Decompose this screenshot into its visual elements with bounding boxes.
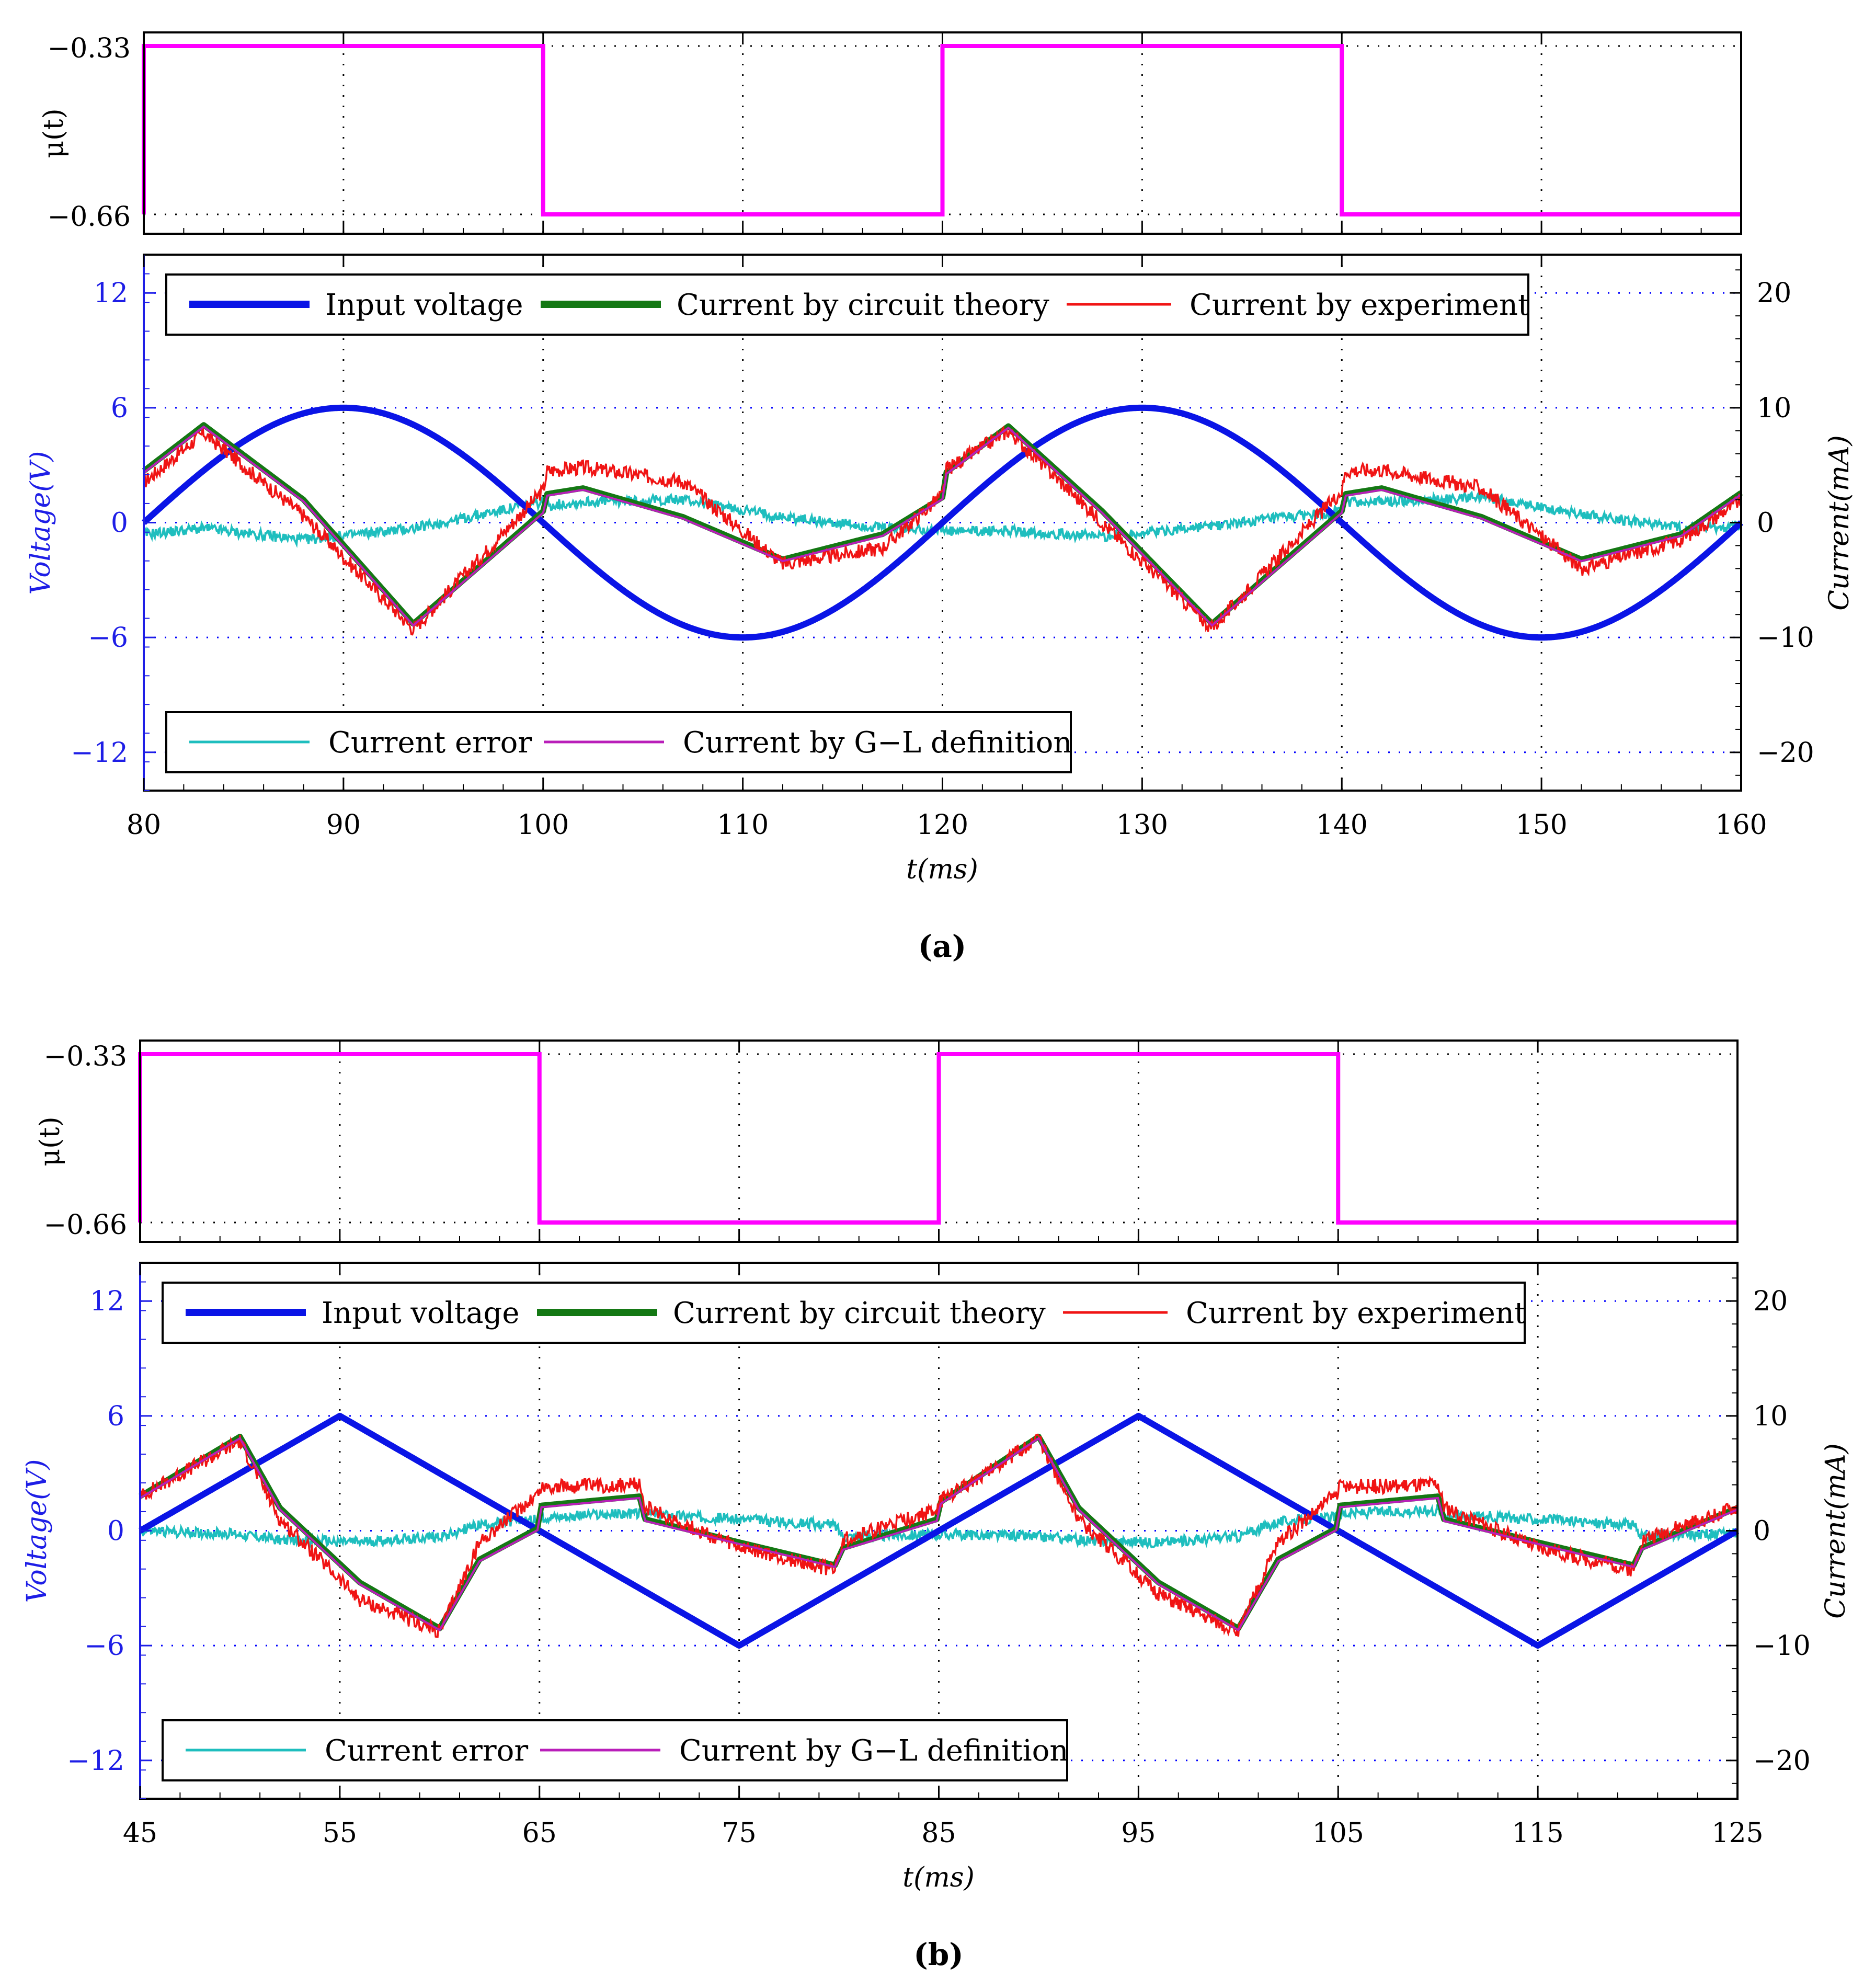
ytick-left-label-0: 12 — [94, 278, 128, 309]
ytick-left-label-3: −6 — [88, 622, 128, 654]
mu-ytick-low-b: −0.66 — [44, 1209, 127, 1241]
xtick-label-150: 150 — [1515, 809, 1567, 841]
legend-label-input-voltage-a: Input voltage — [325, 288, 523, 322]
legend-label-input-voltage-b: Input voltage — [322, 1296, 520, 1330]
ytick-left-label-2: 0 — [111, 508, 128, 539]
legend-label-error-b: Current error — [325, 1734, 528, 1768]
mu-ticks-a — [143, 32, 1742, 234]
ytick-right-label-2: 0 — [1753, 1516, 1770, 1547]
ylabel-left-a: Voltage(V) — [25, 451, 56, 595]
legend-label-circuit-theory-b: Current by circuit theory — [673, 1296, 1046, 1330]
mu-ytick-low-a: −0.66 — [48, 201, 131, 233]
mu-ylabel-b: μ(t) — [35, 1116, 66, 1166]
series-input-voltage-a — [141, 404, 1744, 641]
mu-ytick-high-b: −0.33 — [44, 1041, 127, 1072]
xtick-label-120: 120 — [917, 809, 968, 841]
ytick-left-label-1: 6 — [111, 393, 128, 424]
mu-ytick-high-a: −0.33 — [48, 33, 131, 64]
legend-label-gl-b: Current by G−L definition — [679, 1734, 1068, 1768]
legend-top-box-b — [162, 1282, 1526, 1344]
xtick-label-95: 95 — [1121, 1818, 1156, 1849]
ytick-right-label-0: 20 — [1753, 1286, 1788, 1317]
xtick-label-75: 75 — [722, 1818, 757, 1849]
mu-panel-b: −0.33 −0.66 μ(t) — [35, 1039, 1739, 1243]
series-group-b — [138, 1412, 1740, 1649]
series-gl-definition-b — [139, 1436, 1738, 1632]
ytick-left-label-1: 6 — [107, 1401, 124, 1432]
ylabel-left-b: Voltage(V) — [21, 1459, 53, 1603]
ytick-right-label-1: 10 — [1757, 393, 1791, 424]
legend-top-b: Input voltage Current by circuit theory … — [162, 1282, 1526, 1344]
mu-ticks-b — [139, 1041, 1739, 1242]
caption-a: (a) — [918, 929, 966, 964]
xtick-label-55: 55 — [323, 1818, 357, 1849]
ytick-left-label-0: 12 — [90, 1286, 124, 1317]
ytick-right-label-3: −10 — [1753, 1630, 1811, 1662]
legend-bottom-b: Current error Current by G−L definition — [162, 1719, 1068, 1781]
xtick-label-140: 140 — [1316, 809, 1368, 841]
main-panel-b: 45 55 65 75 85 95 105 115 125 12 6 0 −6 −12 20 10 0 −10 −2… — [21, 1262, 1851, 1893]
legend-top-box-a — [165, 273, 1529, 336]
ytick-right-label-0: 20 — [1757, 278, 1791, 309]
ytick-right-label-2: 0 — [1757, 508, 1774, 539]
ytick-right-label-4: −20 — [1753, 1745, 1811, 1777]
xtick-label-160: 160 — [1715, 809, 1767, 841]
legend-label-gl-a: Current by G−L definition — [683, 726, 1072, 760]
mu-step-line-b — [138, 1052, 1737, 1225]
xlabel-b: t(ms) — [902, 1862, 974, 1893]
series-input-voltage-b — [138, 1412, 1740, 1649]
main-ticks-b: 45 55 65 75 85 95 105 115 125 12 6 0 −6 −12 20 10 0 −10 −2… — [67, 1263, 1811, 1849]
legend-label-circuit-theory-a: Current by circuit theory — [677, 288, 1049, 322]
xtick-label-90: 90 — [326, 809, 361, 841]
caption-b: (b) — [913, 1937, 963, 1972]
legend-label-experiment-a: Current by experiment — [1190, 288, 1530, 322]
ytick-right-label-3: −10 — [1757, 622, 1814, 654]
xtick-label-110: 110 — [717, 809, 769, 841]
ylabel-right-b: Current(mA) — [1820, 1443, 1851, 1619]
series-experiment-a — [143, 425, 1742, 636]
legend-top-a: Input voltage Current by circuit theory … — [165, 273, 1530, 336]
series-group-a — [141, 404, 1744, 641]
xtick-label-115: 115 — [1512, 1818, 1563, 1849]
xtick-label-80: 80 — [127, 809, 161, 841]
mu-panel-a: −0.33 −0.66 μ(t) — [38, 31, 1742, 235]
figure-b: −0.33 −0.66 μ(t) 45 55 65 75 85 95 105 115 125 12… — [21, 1039, 1851, 1972]
xtick-label-45: 45 — [123, 1818, 157, 1849]
ytick-left-label-3: −6 — [84, 1630, 124, 1662]
xtick-label-100: 100 — [517, 809, 569, 841]
main-panel-a: 80 90 100 110 120 130 140 150 1601260−6−1220100−… — [25, 254, 1855, 885]
xtick-label-65: 65 — [522, 1818, 557, 1849]
legend-bottom-a: Current error Current by G−L definition — [165, 711, 1072, 773]
xtick-label-130: 130 — [1116, 809, 1168, 841]
main-ticks-a: 80 90 100 110 120 130 140 150 1601260−6−1220100−… — [71, 255, 1814, 841]
xtick-label-85: 85 — [921, 1818, 956, 1849]
legend-label-error-a: Current error — [328, 726, 532, 760]
xtick-label-125: 125 — [1711, 1818, 1763, 1849]
ylabel-right-a: Current(mA) — [1824, 435, 1855, 611]
ytick-right-label-4: −20 — [1757, 737, 1814, 769]
legend-label-experiment-b: Current by experiment — [1186, 1296, 1526, 1330]
xtick-label-105: 105 — [1312, 1818, 1364, 1849]
mu-step-line-a — [142, 44, 1741, 216]
ytick-left-label-2: 0 — [107, 1516, 124, 1547]
ytick-left-label-4: −12 — [67, 1745, 124, 1777]
ytick-right-label-1: 10 — [1753, 1401, 1788, 1432]
series-gl-definition-a — [143, 425, 1742, 627]
mu-ylabel-a: μ(t) — [38, 108, 70, 158]
ytick-left-label-4: −12 — [71, 737, 128, 769]
figure-a: −0.33 −0.66 μ(t) 80 90 100 110 120 130 140 150 1… — [25, 31, 1855, 964]
xlabel-a: t(ms) — [906, 854, 978, 885]
